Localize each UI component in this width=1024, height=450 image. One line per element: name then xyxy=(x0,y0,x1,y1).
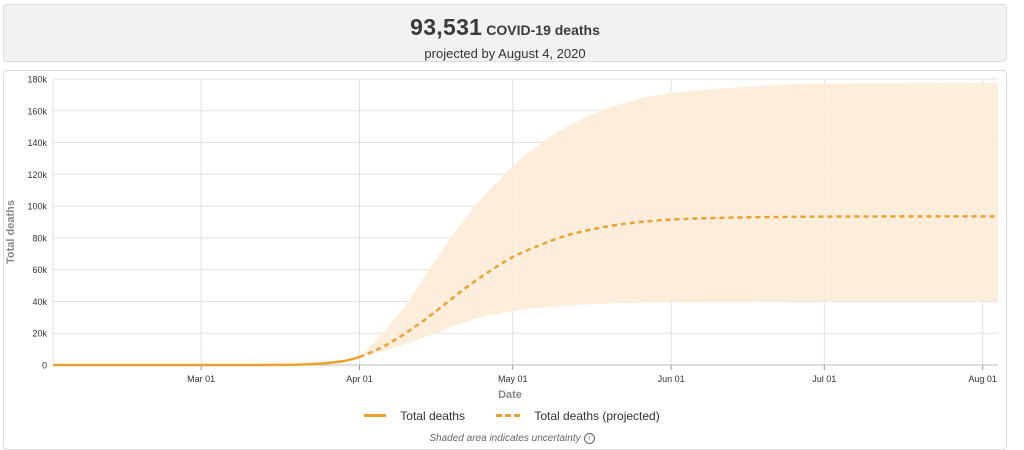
y-tick-label: 160k xyxy=(27,106,47,116)
y-tick-label: 120k xyxy=(27,170,47,180)
projected-deaths-line xyxy=(359,215,998,359)
total-deaths-line xyxy=(53,355,360,367)
legend: Total deaths Total deaths (projected) xyxy=(0,406,1024,423)
y-tick-label: 20k xyxy=(32,329,47,339)
x-axis-title: Date xyxy=(498,389,522,401)
y-tick-label: 80k xyxy=(32,233,47,243)
dashed-line-swatch xyxy=(496,414,521,417)
legend-item-total-deaths[interactable]: Total deaths xyxy=(364,409,465,423)
projection-date-subtitle: projected by August 4, 2020 xyxy=(424,46,586,61)
solid-line-swatch xyxy=(364,414,387,417)
x-tick-label: Mar 01 xyxy=(187,374,215,384)
x-tick-label: Apr 01 xyxy=(346,374,373,384)
series xyxy=(53,215,998,367)
x-tick-label: Jul 01 xyxy=(812,374,836,384)
projected-deaths-label: COVID-19 deaths xyxy=(486,22,600,38)
legend-item-projected[interactable]: Total deaths (projected) xyxy=(496,408,660,423)
y-tick-label: 60k xyxy=(32,265,47,275)
legend-label-total-deaths: Total deaths xyxy=(400,408,465,423)
legend-label-projected: Total deaths (projected) xyxy=(534,408,660,423)
y-axis-title: Total deaths xyxy=(5,200,17,264)
uncertainty-footnote: Shaded area indicates uncertainty i xyxy=(0,433,1024,444)
footnote-text: Shaded area indicates uncertainty xyxy=(429,433,581,444)
info-icon[interactable]: i xyxy=(583,433,595,444)
deaths-chart[interactable]: Total deaths Date 0 20k 40k 60k 80k 100k 120k 1… xyxy=(0,0,1024,406)
summary-card: 93,531 COVID-19 deaths projected by Augus… xyxy=(3,4,1007,62)
y-tick-label: 40k xyxy=(32,297,47,307)
x-tick-label: Aug 01 xyxy=(968,374,997,384)
headline: 93,531 COVID-19 deaths xyxy=(4,14,1006,44)
y-tick-label: 140k xyxy=(27,138,47,148)
y-tick-label: 100k xyxy=(27,202,47,212)
y-tick-label: 0 xyxy=(42,361,47,371)
x-tick-label: Jun 01 xyxy=(658,374,685,384)
projected-deaths-count: 93,531 xyxy=(410,14,483,40)
y-tick-label: 180k xyxy=(27,75,47,85)
x-tick-label: May 01 xyxy=(498,374,528,384)
